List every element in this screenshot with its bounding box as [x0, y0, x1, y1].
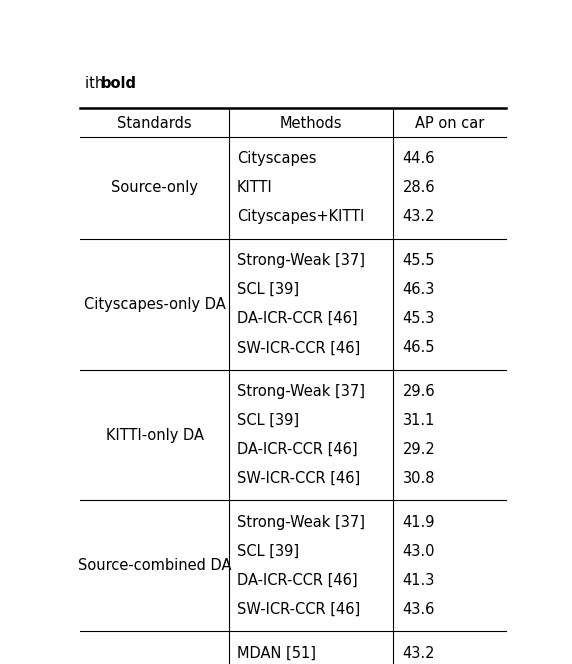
Text: 43.2: 43.2: [403, 645, 435, 661]
Text: DA-ICR-CCR [46]: DA-ICR-CCR [46]: [237, 311, 358, 326]
Text: 43.0: 43.0: [403, 544, 435, 559]
Text: Source-combined DA: Source-combined DA: [78, 558, 231, 574]
Text: SCL [39]: SCL [39]: [237, 544, 299, 559]
Text: 29.2: 29.2: [403, 442, 435, 457]
Text: AP on car: AP on car: [415, 116, 484, 131]
Text: Source-only: Source-only: [111, 181, 198, 195]
Text: ith: ith: [85, 76, 109, 91]
Text: Strong-Weak [37]: Strong-Weak [37]: [237, 253, 365, 268]
Text: 44.6: 44.6: [403, 151, 435, 166]
Text: KITTI-only DA: KITTI-only DA: [106, 428, 204, 442]
Text: 46.3: 46.3: [403, 282, 435, 297]
Text: SCL [39]: SCL [39]: [237, 282, 299, 297]
Text: DA-ICR-CCR [46]: DA-ICR-CCR [46]: [237, 573, 358, 588]
Text: SW-ICR-CCR [46]: SW-ICR-CCR [46]: [237, 471, 360, 486]
Text: SW-ICR-CCR [46]: SW-ICR-CCR [46]: [237, 602, 360, 617]
Text: Cityscapes: Cityscapes: [237, 151, 316, 166]
Text: Strong-Weak [37]: Strong-Weak [37]: [237, 515, 365, 530]
Text: 41.9: 41.9: [403, 515, 435, 530]
Text: Cityscapes+KITTI: Cityscapes+KITTI: [237, 209, 364, 224]
Text: DA-ICR-CCR [46]: DA-ICR-CCR [46]: [237, 442, 358, 457]
Text: Cityscapes-only DA: Cityscapes-only DA: [84, 297, 225, 311]
Text: Methods: Methods: [280, 116, 342, 131]
Text: SW-ICR-CCR [46]: SW-ICR-CCR [46]: [237, 341, 360, 355]
Text: 45.5: 45.5: [403, 253, 435, 268]
Text: 28.6: 28.6: [403, 181, 435, 195]
Text: 43.2: 43.2: [403, 209, 435, 224]
Text: 29.6: 29.6: [403, 384, 435, 399]
Text: bold: bold: [100, 76, 136, 91]
Text: .: .: [128, 76, 133, 91]
Text: 30.8: 30.8: [403, 471, 435, 486]
Text: Standards: Standards: [117, 116, 192, 131]
Text: 41.3: 41.3: [403, 573, 435, 588]
Text: 46.5: 46.5: [403, 341, 435, 355]
Text: KITTI: KITTI: [237, 181, 273, 195]
Text: MDAN [51]: MDAN [51]: [237, 645, 316, 661]
Text: 43.6: 43.6: [403, 602, 435, 617]
Text: 45.3: 45.3: [403, 311, 435, 326]
Text: 31.1: 31.1: [403, 413, 435, 428]
Text: Strong-Weak [37]: Strong-Weak [37]: [237, 384, 365, 399]
Text: SCL [39]: SCL [39]: [237, 413, 299, 428]
